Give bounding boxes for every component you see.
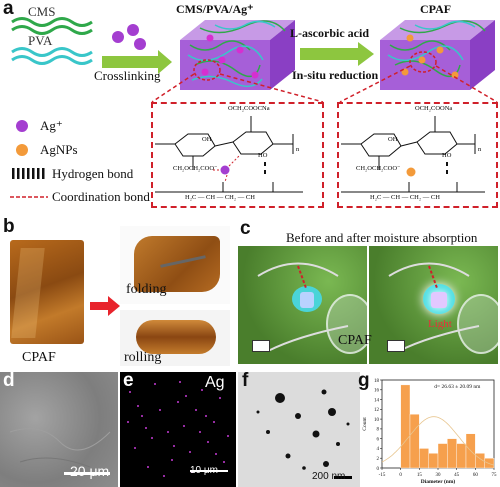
x-tick-label: 0 xyxy=(399,473,402,478)
x-tick-label: 60 xyxy=(473,473,479,478)
tem-particles xyxy=(256,389,350,470)
structure-left-drawing xyxy=(155,116,303,193)
hydrogel-cube-icon xyxy=(180,20,295,90)
cms-chain-icon xyxy=(11,17,93,35)
agnps-legend-label: AgNPs xyxy=(40,142,78,157)
crosslinking-arrow-icon xyxy=(102,50,172,74)
y-tick-label: 10 xyxy=(374,418,380,423)
ag-ion-icon xyxy=(112,31,124,43)
structure-right-oh: OH xyxy=(388,136,398,143)
panel-label-d: d xyxy=(3,370,15,391)
structure-left-n: n xyxy=(296,146,300,153)
x-tick-label: 45 xyxy=(454,473,460,478)
tem-image xyxy=(238,372,360,487)
y-tick-label: 12 xyxy=(374,408,380,413)
cpaf-cube-icon xyxy=(380,20,495,90)
before-moisture-photo xyxy=(238,246,367,364)
eds-map-image xyxy=(120,372,236,487)
y-tick-label: 2 xyxy=(377,457,380,462)
cms-label: CMS xyxy=(28,4,56,19)
structure-box-left xyxy=(151,102,324,208)
panel-label-a: a xyxy=(3,0,14,19)
structure-right-carboxy-top: OCH₂COONa xyxy=(415,105,453,112)
hydrogen-bond-legend-label: Hydrogen bond xyxy=(52,166,134,181)
scheme-graphics xyxy=(10,17,498,198)
light-label: Light xyxy=(428,318,452,330)
ag-ion-icon xyxy=(134,38,146,50)
reagent-label: L-ascorbic acid xyxy=(290,26,369,40)
structure-left-oh: OH xyxy=(202,136,212,143)
histogram-bar xyxy=(419,448,429,469)
histogram-bar xyxy=(484,458,495,469)
folding-photo xyxy=(120,226,230,304)
histogram-bar xyxy=(447,438,457,469)
y-axis-label: Count xyxy=(362,417,368,431)
y-tick-label: 0 xyxy=(377,467,380,472)
red-arrow-icon xyxy=(90,296,120,316)
y-tick-label: 14 xyxy=(374,398,380,403)
panel-label-c: c xyxy=(240,218,251,239)
ag-ion-icon xyxy=(127,24,139,36)
structure-right-n: n xyxy=(478,146,482,153)
panel-label-e: e xyxy=(123,370,134,391)
panel-label-f: f xyxy=(242,370,249,391)
ag-ion-legend-icon xyxy=(16,120,28,132)
structure-left-carboxy-bottom: CH₂OCH₂COO⁻ xyxy=(173,165,218,172)
eds-scale-label: 10 μm xyxy=(190,465,218,476)
pva-chain-icon xyxy=(11,47,93,65)
sem-image xyxy=(0,372,118,487)
histogram-bar xyxy=(409,414,420,469)
histogram-bar xyxy=(456,443,467,469)
y-tick-label: 6 xyxy=(377,437,380,442)
moisture-title: Before and after moisture absorption xyxy=(286,230,478,245)
annotation-label: d= 26.63 ± 20.09 nm xyxy=(434,384,481,390)
cpaf-film-photo xyxy=(4,238,90,350)
cpaf-device-label: CPAF xyxy=(338,333,372,348)
gaussian-fit-line xyxy=(381,416,495,466)
reduction-label: In-situ reduction xyxy=(292,68,379,82)
y-tick-label: 8 xyxy=(377,428,380,433)
structure-right-drawing xyxy=(341,116,485,193)
eds-element-label: Ag xyxy=(205,374,225,391)
eds-dots xyxy=(127,381,229,477)
histogram-bar xyxy=(400,384,411,469)
x-tick-label: 15 xyxy=(417,473,423,478)
x-axis-label: Diameter (nm) xyxy=(421,478,456,485)
coordination-bond-legend-label: Coordination bond xyxy=(52,189,150,204)
histogram-bar xyxy=(428,453,439,469)
x-tick-label: -15 xyxy=(379,473,386,478)
pva-label: PVA xyxy=(28,33,53,48)
tem-scale-label: 200 nm xyxy=(312,471,346,482)
structure-left-pva: H₂C — CH — CH₂ — CH xyxy=(185,194,255,201)
cpaf-film-label: CPAF xyxy=(22,350,56,365)
ag-ion-legend-label: Ag⁺ xyxy=(40,118,63,133)
crosslinking-label: Crosslinking xyxy=(94,68,161,83)
hydrogen-bond-legend-icon xyxy=(12,168,45,179)
x-tick-label: 75 xyxy=(492,473,498,478)
agnps-legend-icon xyxy=(16,144,28,156)
folding-label: folding xyxy=(126,282,167,297)
sem-scale-label: 20 μm xyxy=(70,463,110,479)
histogram-bar xyxy=(437,443,448,469)
rolling-label: rolling xyxy=(124,350,162,365)
structure-box-right xyxy=(337,102,498,208)
after-moisture-photo xyxy=(369,246,498,364)
structure-left-carboxy-top: OCH₂COOCNa xyxy=(228,105,270,112)
product-label: CPAF xyxy=(420,2,452,16)
y-tick-label: 16 xyxy=(374,389,380,394)
reduction-arrow-icon xyxy=(300,42,374,66)
rolling-photo xyxy=(120,310,230,366)
structure-right-ho: HO xyxy=(442,152,452,159)
y-tick-label: 18 xyxy=(374,379,380,384)
structure-right-pva: H₂C — CH — CH₂ — CH xyxy=(370,194,440,201)
structure-left-ho: HO xyxy=(258,152,268,159)
panel-label-g: g xyxy=(358,370,370,391)
structure-right-carboxy-bottom: CH₂OCH₂COO⁻ xyxy=(356,165,401,172)
x-tick-label: 30 xyxy=(436,473,442,478)
composite-label: CMS/PVA/Ag⁺ xyxy=(176,2,254,16)
panel-label-b: b xyxy=(3,216,15,237)
y-tick-label: 4 xyxy=(377,447,380,452)
